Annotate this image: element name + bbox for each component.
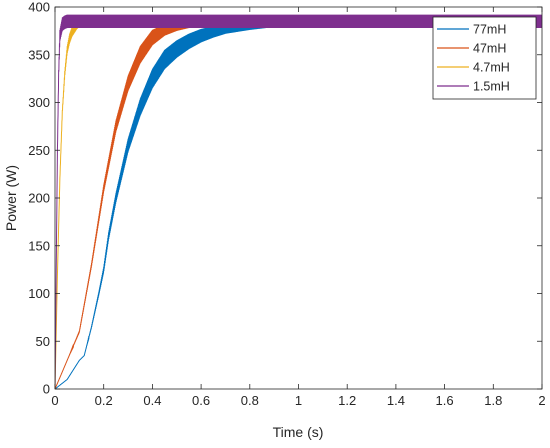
legend-label: 1.5mH xyxy=(473,80,510,94)
legend-box xyxy=(432,16,537,100)
y-axis-label: Power (W) xyxy=(3,165,19,231)
y-tick-label: 0 xyxy=(43,382,50,397)
x-tick-label: 1 xyxy=(295,393,302,408)
legend-label: 77mH xyxy=(473,23,506,37)
y-tick-label: 200 xyxy=(28,191,50,206)
x-tick-label: 1.2 xyxy=(338,393,356,408)
y-tick-label: 300 xyxy=(28,95,50,110)
y-tick-label: 50 xyxy=(36,334,50,349)
legend-label: 4.7mH xyxy=(473,61,510,75)
y-tick-label: 100 xyxy=(28,286,50,301)
y-tick-label: 400 xyxy=(28,0,50,15)
x-tick-label: 1.6 xyxy=(436,393,454,408)
x-tick-label: 1.4 xyxy=(387,393,405,408)
x-tick-label: 1.8 xyxy=(484,393,502,408)
x-tick-label: 0.2 xyxy=(95,393,113,408)
y-tick-label: 350 xyxy=(28,47,50,62)
x-tick-label: 0 xyxy=(51,393,58,408)
x-tick-label: 2 xyxy=(538,393,545,408)
series-line-1.5mH xyxy=(55,14,542,389)
legend: 77mH 47mH 4.7mH 1.5mH xyxy=(432,16,537,100)
y-tick-label: 250 xyxy=(28,143,50,158)
y-tick-label: 150 xyxy=(28,238,50,253)
x-axis-label: Time (s) xyxy=(273,424,324,440)
x-tick-label: 0.8 xyxy=(241,393,259,408)
x-tick-label: 0.6 xyxy=(192,393,210,408)
legend-label: 47mH xyxy=(473,42,506,56)
x-tick-label: 0.4 xyxy=(143,393,161,408)
ticks-layer: 0 0.2 0.4 0.6 0.8 1 1.2 1.4 1.6 1.8 2 0 50 100 150 200 2… xyxy=(28,0,545,408)
